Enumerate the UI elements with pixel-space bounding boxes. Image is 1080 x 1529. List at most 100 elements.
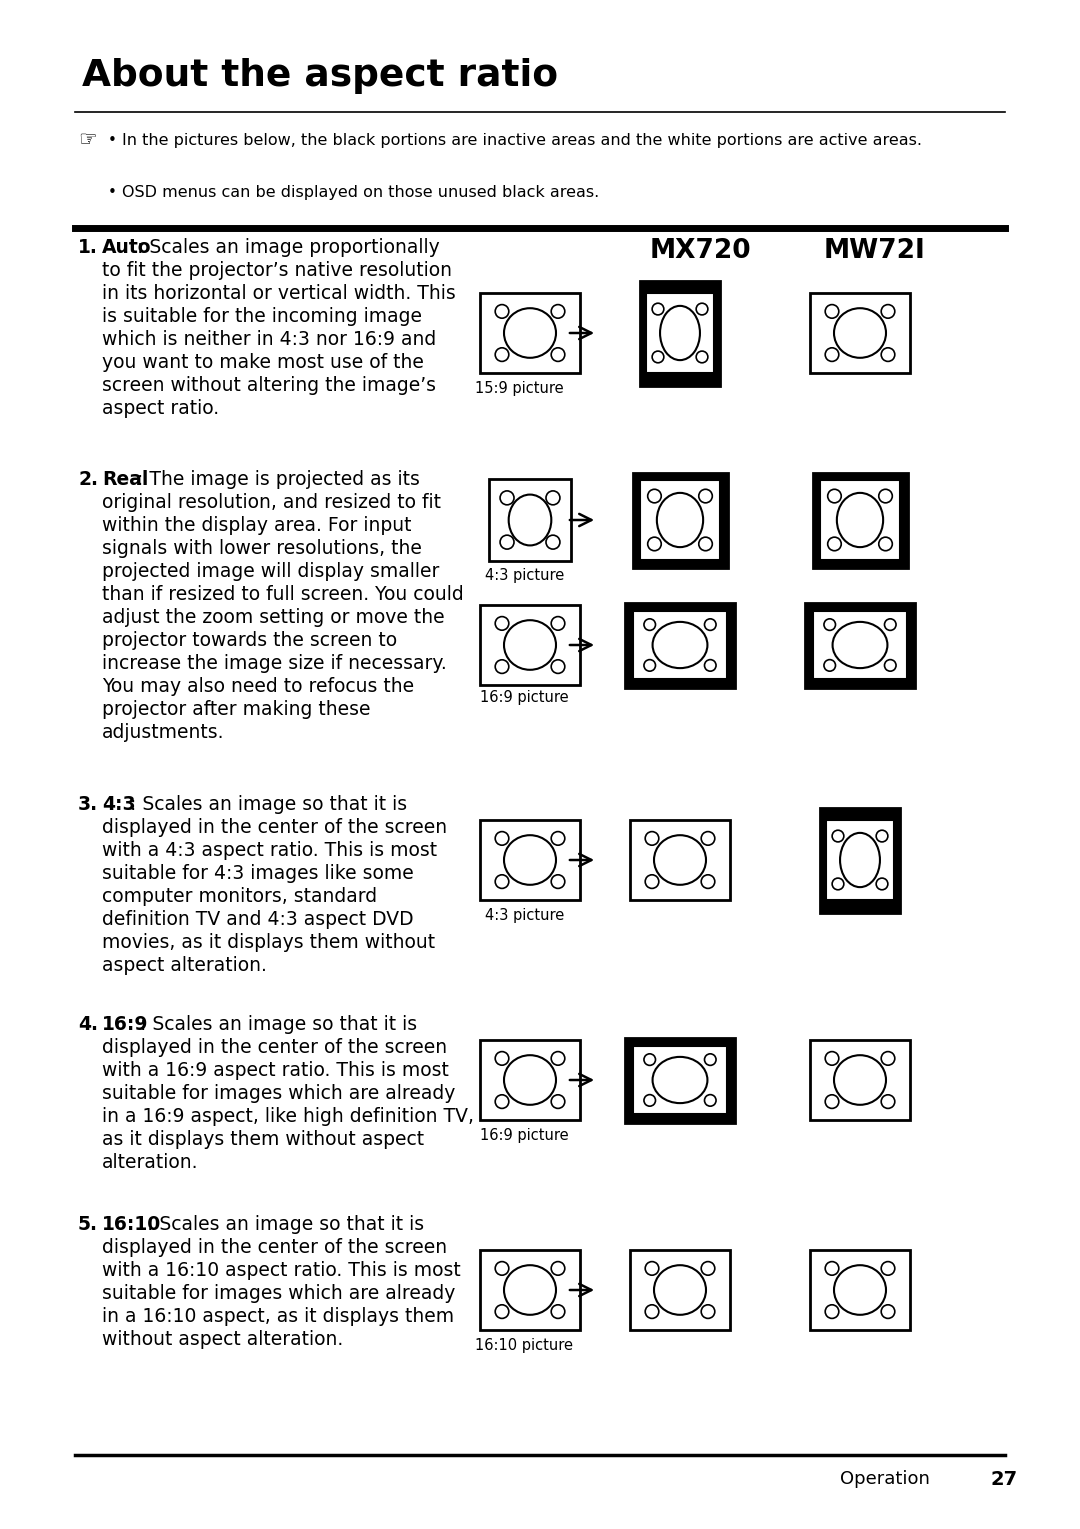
Circle shape (551, 347, 565, 361)
Bar (480, 1040, 580, 1121)
Circle shape (644, 619, 656, 630)
Bar (805, 602, 915, 688)
Text: suitable for 4:3 images like some: suitable for 4:3 images like some (102, 864, 414, 884)
Text: : Scales an image proportionally: : Scales an image proportionally (137, 239, 440, 257)
Text: •: • (108, 185, 117, 200)
Circle shape (881, 347, 895, 361)
Text: 16:9 picture: 16:9 picture (480, 690, 569, 705)
Circle shape (825, 1052, 839, 1066)
Circle shape (879, 489, 892, 503)
Circle shape (825, 1261, 839, 1275)
Bar (640, 280, 720, 385)
Bar (810, 1040, 910, 1121)
Circle shape (496, 1095, 509, 1109)
Bar (625, 1038, 735, 1122)
Ellipse shape (504, 1264, 556, 1315)
Ellipse shape (504, 835, 556, 885)
Text: with a 4:3 aspect ratio. This is most: with a 4:3 aspect ratio. This is most (102, 841, 437, 859)
Circle shape (697, 303, 707, 315)
Circle shape (496, 616, 509, 630)
Text: 16:10 picture: 16:10 picture (475, 1338, 573, 1353)
Text: suitable for images which are already: suitable for images which are already (102, 1284, 456, 1303)
Ellipse shape (509, 494, 551, 546)
Text: About the aspect ratio: About the aspect ratio (82, 58, 558, 93)
Ellipse shape (652, 1057, 707, 1102)
Circle shape (551, 1052, 565, 1066)
Circle shape (825, 1304, 839, 1318)
Text: MX720: MX720 (649, 239, 751, 265)
Text: 3.: 3. (78, 795, 98, 813)
Ellipse shape (504, 621, 556, 670)
Text: screen without altering the image’s: screen without altering the image’s (102, 376, 436, 394)
Text: is suitable for the incoming image: is suitable for the incoming image (102, 307, 422, 326)
Circle shape (827, 489, 841, 503)
Ellipse shape (654, 1264, 706, 1315)
Ellipse shape (837, 492, 883, 547)
Text: you want to make most use of the: you want to make most use of the (102, 353, 423, 372)
Text: to fit the projector’s native resolution: to fit the projector’s native resolution (102, 261, 453, 280)
Circle shape (879, 537, 892, 550)
Bar (825, 820, 894, 901)
Circle shape (645, 1261, 659, 1275)
Text: 2.: 2. (78, 469, 98, 489)
Circle shape (644, 659, 656, 671)
Circle shape (697, 352, 707, 362)
Circle shape (824, 619, 836, 630)
Circle shape (699, 489, 713, 503)
Circle shape (876, 878, 888, 890)
Text: displayed in the center of the screen: displayed in the center of the screen (102, 818, 447, 836)
Text: In the pictures below, the black portions are inactive areas and the white porti: In the pictures below, the black portion… (122, 133, 922, 148)
Text: in its horizontal or vertical width. This: in its horizontal or vertical width. Thi… (102, 284, 456, 303)
Bar (480, 1251, 580, 1330)
Circle shape (832, 878, 843, 890)
Circle shape (645, 1304, 659, 1318)
Text: 16:9: 16:9 (102, 1015, 149, 1034)
Text: adjust the zoom setting or move the: adjust the zoom setting or move the (102, 609, 445, 627)
Ellipse shape (834, 1264, 886, 1315)
Ellipse shape (654, 835, 706, 885)
Circle shape (825, 1095, 839, 1109)
Text: projected image will display smaller: projected image will display smaller (102, 563, 440, 581)
Text: within the display area. For input: within the display area. For input (102, 515, 411, 535)
Text: : Scales an image so that it is: : Scales an image so that it is (140, 1015, 417, 1034)
Circle shape (885, 659, 896, 671)
Bar (820, 807, 900, 913)
Circle shape (701, 832, 715, 846)
Circle shape (652, 303, 664, 315)
Text: : Scales an image so that it is: : Scales an image so that it is (130, 795, 407, 813)
Text: signals with lower resolutions, the: signals with lower resolutions, the (102, 540, 422, 558)
Text: 4:3 picture: 4:3 picture (485, 567, 564, 583)
Ellipse shape (652, 622, 707, 668)
Ellipse shape (833, 622, 888, 668)
Bar (810, 1251, 910, 1330)
Circle shape (701, 1304, 715, 1318)
Bar (633, 472, 728, 567)
Text: 27: 27 (990, 1469, 1017, 1489)
Text: MW72I: MW72I (824, 239, 926, 265)
Text: projector after making these: projector after making these (102, 700, 370, 719)
Bar (646, 294, 714, 373)
Circle shape (496, 304, 509, 318)
Text: 16:10: 16:10 (102, 1216, 161, 1234)
Bar (480, 605, 580, 685)
Text: 4.: 4. (78, 1015, 98, 1034)
Text: : Scales an image so that it is: : Scales an image so that it is (147, 1216, 424, 1234)
Circle shape (551, 1304, 565, 1318)
Circle shape (496, 347, 509, 361)
Text: 4:3 picture: 4:3 picture (485, 908, 564, 924)
Circle shape (885, 619, 896, 630)
Text: 1.: 1. (78, 239, 98, 257)
Circle shape (704, 619, 716, 630)
Text: 5.: 5. (78, 1216, 98, 1234)
Text: Real: Real (102, 469, 148, 489)
Text: increase the image size if necessary.: increase the image size if necessary. (102, 654, 447, 673)
Circle shape (551, 304, 565, 318)
Circle shape (551, 875, 565, 888)
Bar (813, 612, 907, 679)
Text: definition TV and 4:3 aspect DVD: definition TV and 4:3 aspect DVD (102, 910, 414, 930)
Text: You may also need to refocus the: You may also need to refocus the (102, 677, 414, 696)
Text: movies, as it displays them without: movies, as it displays them without (102, 933, 435, 953)
Circle shape (496, 1052, 509, 1066)
Circle shape (704, 1095, 716, 1105)
Circle shape (881, 1052, 895, 1066)
